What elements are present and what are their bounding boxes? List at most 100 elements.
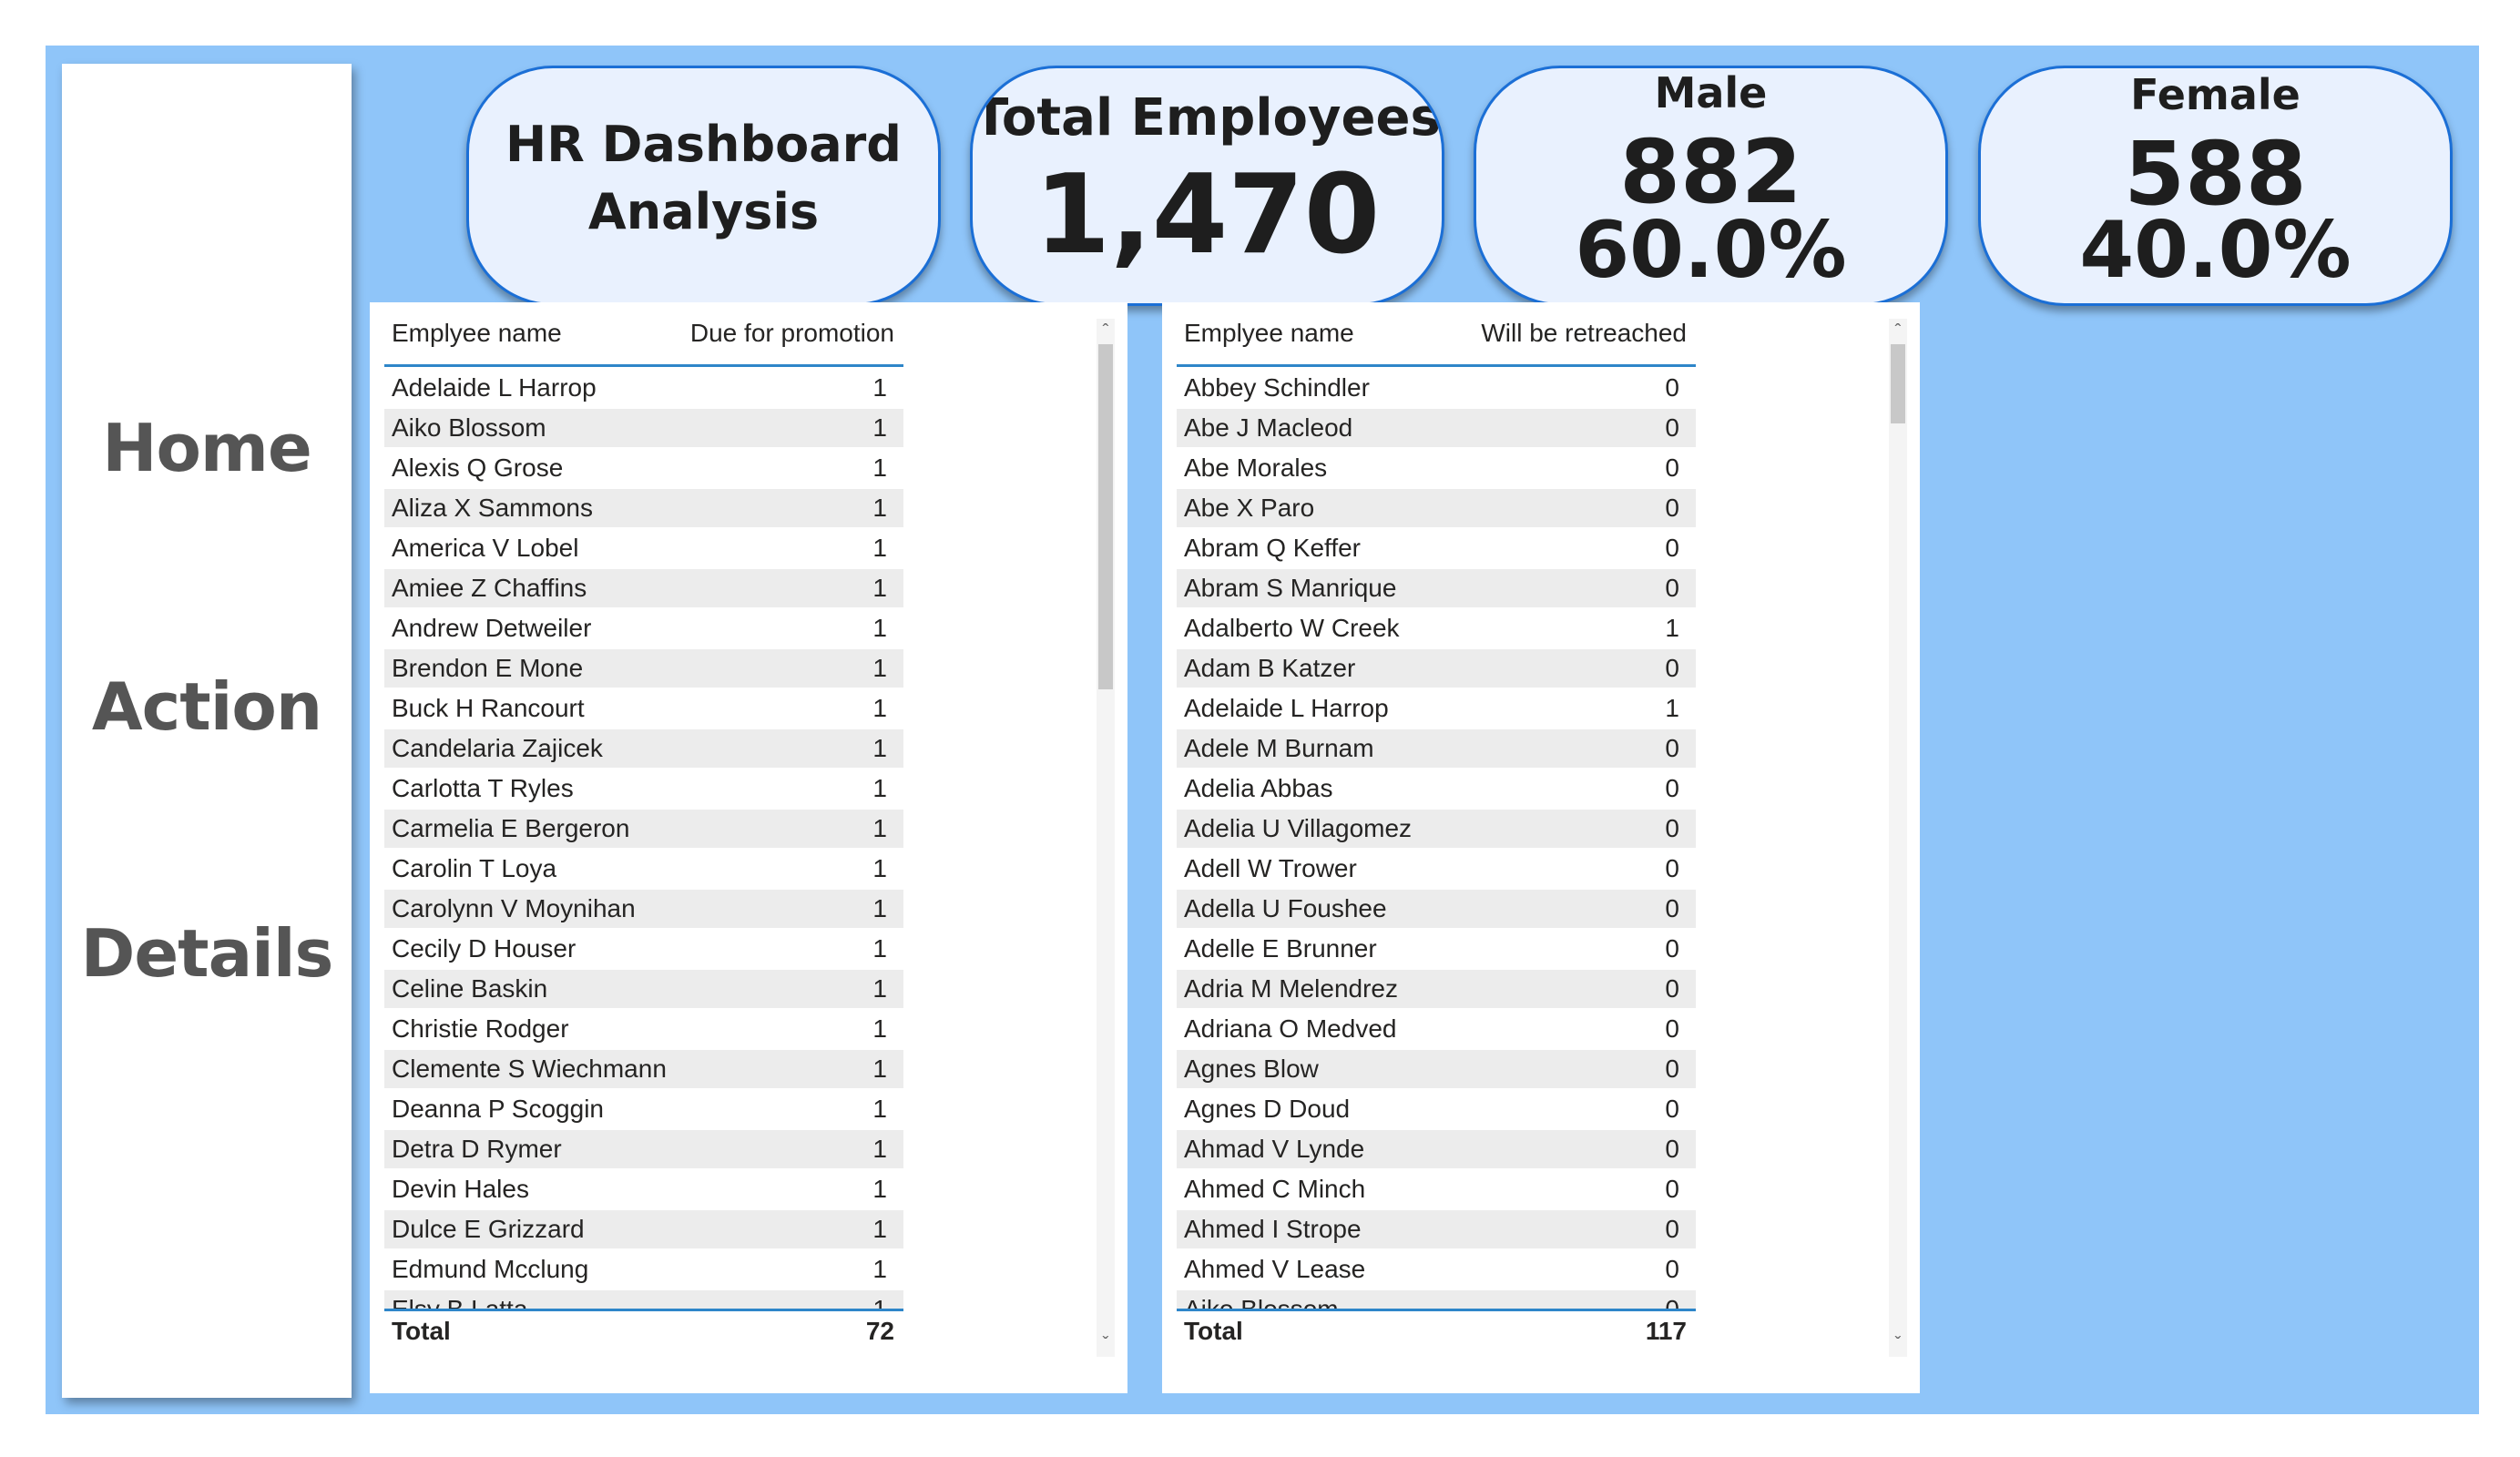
value-cell: 1 — [872, 1255, 887, 1283]
nav-details-button[interactable]: Details — [80, 915, 334, 992]
table-row[interactable]: Agnes Blow 0 — [1177, 1050, 1696, 1088]
employee-name-cell: Agnes Blow — [1184, 1055, 1319, 1083]
retrench-table-body[interactable]: Abbey Schindler 0 Abe J Macleod 0 Abe Morale… — [1177, 369, 1696, 1309]
column-header-will-be-retrenched[interactable]: Will be retreached — [1481, 319, 1687, 347]
value-cell: 1 — [872, 1014, 887, 1043]
table-row[interactable]: Adelia U Villagomez 0 — [1177, 810, 1696, 848]
table-row[interactable]: Adella U Foushee 0 — [1177, 890, 1696, 928]
retrench-table-total-row: Total 117 — [1177, 1309, 1696, 1357]
employee-name-cell: Ahmed I Strope — [1184, 1215, 1362, 1243]
table-row[interactable]: Adalberto W Creek 1 — [1177, 609, 1696, 647]
employee-name-cell: Abe Morales — [1184, 453, 1328, 482]
table-row[interactable]: Detra D Rymer 1 — [384, 1130, 903, 1168]
value-cell: 0 — [1665, 574, 1679, 602]
value-cell: 1 — [872, 894, 887, 922]
table-row[interactable]: Ahmed C Minch 0 — [1177, 1170, 1696, 1208]
table-row[interactable]: Carolynn V Moynihan 1 — [384, 890, 903, 928]
table-row[interactable]: Aiko Blossom 1 — [384, 409, 903, 447]
employee-name-cell: America V Lobel — [392, 534, 579, 562]
table-row[interactable]: Ahmed V Lease 0 — [1177, 1250, 1696, 1289]
table-row[interactable]: Brendon E Mone 1 — [384, 649, 903, 688]
table-row[interactable]: Abe Morales 0 — [1177, 449, 1696, 487]
value-cell: 1 — [1665, 614, 1679, 642]
column-header-employee-name[interactable]: Emplyee name — [1184, 319, 1354, 347]
table-row[interactable]: Adelia Abbas 0 — [1177, 769, 1696, 808]
value-cell: 1 — [872, 373, 887, 402]
dashboard-title-card: HR Dashboard Analysis — [466, 66, 941, 306]
chevron-up-icon[interactable]: ˆ — [1102, 321, 1109, 341]
table-row[interactable]: Adelle E Brunner 0 — [1177, 930, 1696, 968]
table-row[interactable]: Cecily D Houser 1 — [384, 930, 903, 968]
employee-name-cell: Adria M Melendrez — [1184, 974, 1398, 1003]
table-row[interactable]: Abram Q Keffer 0 — [1177, 529, 1696, 567]
table-row[interactable]: Abe J Macleod 0 — [1177, 409, 1696, 447]
table-row[interactable]: Edmund Mcclung 1 — [384, 1250, 903, 1289]
promotion-table-body[interactable]: Adelaide L Harrop 1 Aiko Blossom 1 Alexis Q … — [384, 369, 903, 1309]
table-row[interactable]: Aiko Blossom 0 — [1177, 1290, 1696, 1309]
value-cell: 0 — [1665, 1014, 1679, 1043]
table-row[interactable]: Ahmed I Strope 0 — [1177, 1210, 1696, 1248]
table-row[interactable]: Elsy B Latta 1 — [384, 1290, 903, 1309]
value-cell: 0 — [1665, 413, 1679, 442]
value-cell: 1 — [1665, 694, 1679, 722]
employee-name-cell: Adelia Abbas — [1184, 774, 1333, 802]
table-row[interactable]: Adriana O Medved 0 — [1177, 1010, 1696, 1048]
table-row[interactable]: Abe X Paro 0 — [1177, 489, 1696, 527]
table-row[interactable]: Devin Hales 1 — [384, 1170, 903, 1208]
nav-home-button[interactable]: Home — [102, 410, 312, 486]
scroll-thumb[interactable] — [1891, 344, 1905, 423]
scroll-thumb[interactable] — [1098, 344, 1113, 690]
table-row[interactable]: Buck H Rancourt 1 — [384, 689, 903, 728]
female-percent: 40.0% — [2079, 205, 2352, 296]
chevron-up-icon[interactable]: ˆ — [1894, 321, 1902, 341]
table-row[interactable]: Christie Rodger 1 — [384, 1010, 903, 1048]
column-header-due-for-promotion[interactable]: Due for promotion — [689, 319, 894, 347]
female-label: Female — [2130, 70, 2301, 119]
employee-name-cell: Adelia U Villagomez — [1184, 814, 1413, 842]
table-row[interactable]: Adam B Katzer 0 — [1177, 649, 1696, 688]
table-row[interactable]: Clemente S Wiechmann 1 — [384, 1050, 903, 1088]
table-row[interactable]: Adell W Trower 0 — [1177, 850, 1696, 888]
table-row[interactable]: Ahmad V Lynde 0 — [1177, 1130, 1696, 1168]
value-cell: 0 — [1665, 734, 1679, 762]
employee-name-cell: Agnes D Doud — [1184, 1095, 1351, 1123]
employee-name-cell: Adelle E Brunner — [1184, 934, 1377, 963]
table-row[interactable]: Carlotta T Ryles 1 — [384, 769, 903, 808]
table-row[interactable]: Abram S Manrique 0 — [1177, 569, 1696, 607]
employee-name-cell: Abe X Paro — [1184, 494, 1315, 522]
table-row[interactable]: Aliza X Sammons 1 — [384, 489, 903, 527]
total-employees-value: 1,470 — [1034, 152, 1381, 279]
male-count: 882 — [1619, 121, 1802, 223]
table-row[interactable]: Adelaide L Harrop 1 — [1177, 689, 1696, 728]
table-row[interactable]: Agnes D Doud 0 — [1177, 1090, 1696, 1128]
table-row[interactable]: Celine Baskin 1 — [384, 970, 903, 1008]
value-cell: 0 — [1665, 453, 1679, 482]
table-row[interactable]: Dulce E Grizzard 1 — [384, 1210, 903, 1248]
nav-action-button[interactable]: Action — [91, 668, 322, 745]
value-cell: 0 — [1665, 894, 1679, 922]
table-row[interactable]: Carolin T Loya 1 — [384, 850, 903, 888]
promotion-table-scrollbar[interactable]: ˆ ˇ — [1097, 319, 1115, 1357]
table-row[interactable]: Andrew Detweiler 1 — [384, 609, 903, 647]
value-cell: 0 — [1665, 494, 1679, 522]
chevron-down-icon[interactable]: ˇ — [1102, 1334, 1109, 1354]
male-card: Male 882 60.0% — [1474, 66, 1948, 306]
table-row[interactable]: Adelaide L Harrop 1 — [384, 369, 903, 407]
table-row[interactable]: Alexis Q Grose 1 — [384, 449, 903, 487]
table-row[interactable]: Deanna P Scoggin 1 — [384, 1090, 903, 1128]
table-row[interactable]: America V Lobel 1 — [384, 529, 903, 567]
table-row[interactable]: Abbey Schindler 0 — [1177, 369, 1696, 407]
table-row[interactable]: Amiee Z Chaffins 1 — [384, 569, 903, 607]
total-employees-label: Total Employees — [974, 88, 1441, 148]
value-cell: 0 — [1665, 654, 1679, 682]
table-row[interactable]: Candelaria Zajicek 1 — [384, 729, 903, 768]
table-row[interactable]: Carmelia E Bergeron 1 — [384, 810, 903, 848]
column-header-employee-name[interactable]: Emplyee name — [392, 319, 562, 347]
retrench-table-scrollbar[interactable]: ˆ ˇ — [1889, 319, 1907, 1357]
employee-name-cell: Elsy B Latta — [392, 1295, 527, 1309]
table-row[interactable]: Adele M Burnam 0 — [1177, 729, 1696, 768]
promotion-table-header: Emplyee name Due for promotion — [384, 302, 903, 367]
employee-name-cell: Devin Hales — [392, 1175, 529, 1203]
chevron-down-icon[interactable]: ˇ — [1894, 1334, 1902, 1354]
table-row[interactable]: Adria M Melendrez 0 — [1177, 970, 1696, 1008]
